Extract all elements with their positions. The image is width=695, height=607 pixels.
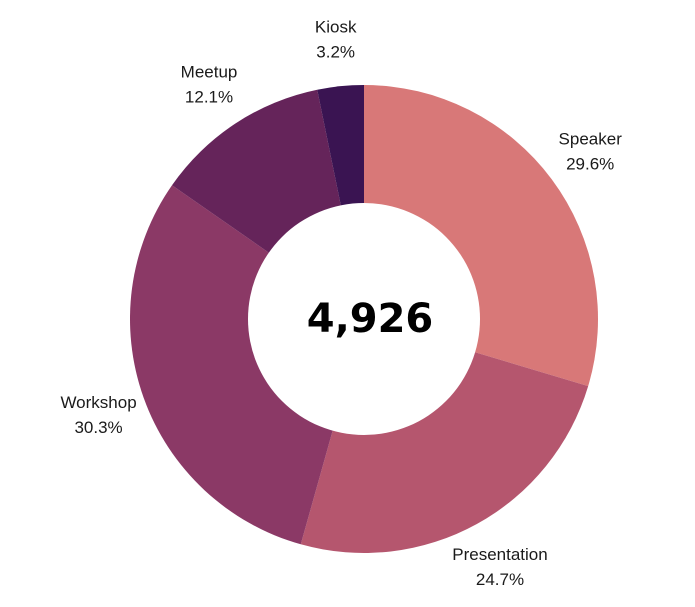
slice-label-presentation: Presentation 24.7% (452, 545, 547, 589)
slice-category-label: Kiosk (315, 17, 357, 36)
slice-value-label: 3.2% (316, 42, 355, 61)
slice-value-label: 24.7% (476, 570, 524, 589)
slice-label-meetup: Meetup 12.1% (181, 62, 238, 106)
slice-label-kiosk: Kiosk 3.2% (315, 17, 357, 61)
slice-category-label: Presentation (452, 545, 547, 564)
center-total-label: 4,926 (307, 296, 434, 342)
slice-workshop (129, 185, 364, 545)
slice-value-label: 30.3% (74, 418, 122, 437)
slice-label-speaker: Speaker 29.6% (559, 130, 623, 174)
slice-category-label: Workshop (60, 393, 136, 412)
slice-category-label: Speaker (559, 130, 623, 149)
donut-hole (248, 203, 480, 435)
slice-value-label: 29.6% (566, 155, 614, 174)
slice-labels: Speaker 29.6% Presentation 24.7% Workshop 30.… (60, 17, 622, 589)
slice-value-label: 12.1% (185, 87, 233, 106)
slice-label-workshop: Workshop 30.3% (60, 393, 136, 437)
slice-category-label: Meetup (181, 62, 238, 81)
